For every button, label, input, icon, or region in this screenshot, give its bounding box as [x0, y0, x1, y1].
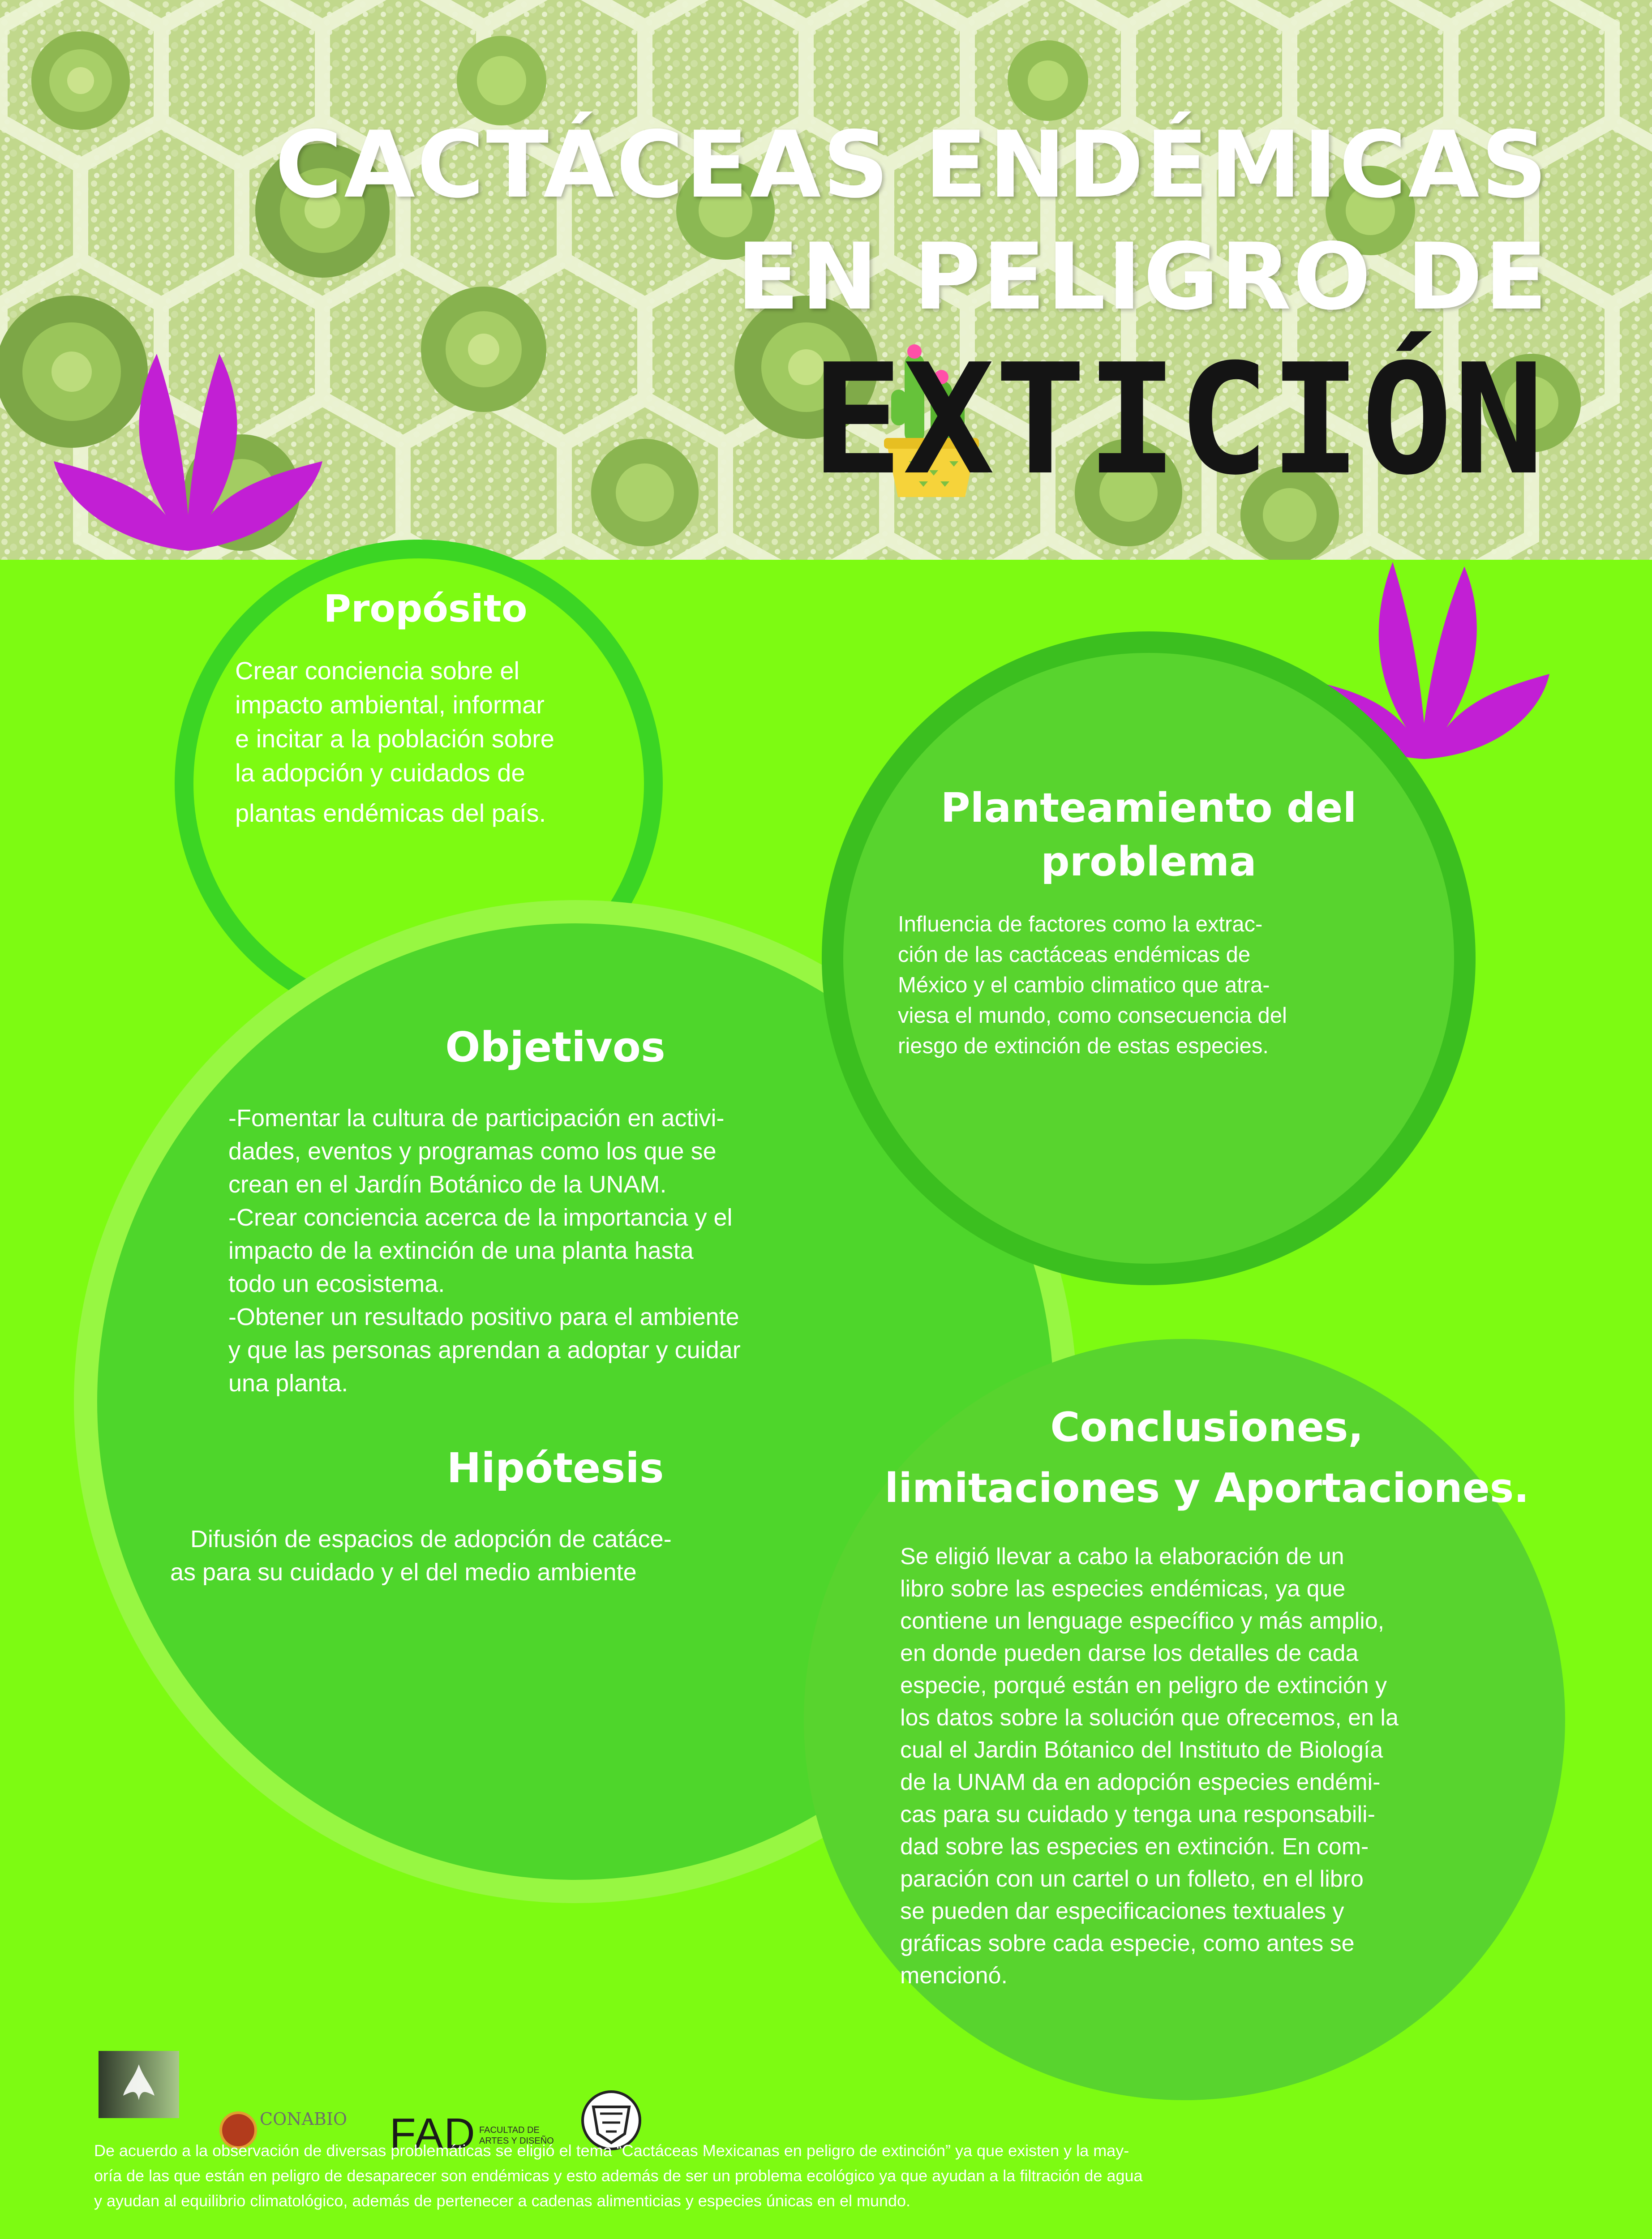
succulent-hex-background [0, 0, 1652, 560]
planteamiento-heading-line-1: Planteamiento del [940, 785, 1357, 832]
objetivos-line: impacto de la extinción de una planta ha… [228, 1237, 694, 1264]
conclusiones-line: en donde pueden darse los detalles de ca… [900, 1640, 1359, 1666]
conclusiones-line: mencionó. [900, 1963, 1008, 1989]
conclusiones-line: libro sobre las especies endémicas, ya q… [900, 1576, 1346, 1602]
hipotesis-line: Difusión de espacios de adopción de catá… [190, 1526, 672, 1553]
planteamiento-line: viesa el mundo, como consecuencia del [898, 1004, 1287, 1028]
conclusiones-line: dad sobre las especies en extinción. En … [900, 1834, 1369, 1860]
fad-logo-subtitle: FACULTAD DE ARTES Y DISEÑO [479, 2125, 554, 2146]
planteamiento-heading-line-2: problema [1041, 838, 1257, 885]
objetivos-line: una planta. [228, 1370, 348, 1397]
title-line-1: CACTÁCEAS ENDÉMICAS [275, 112, 1549, 219]
title-line-3: EXTICIÓN [811, 331, 1545, 509]
fad-subtitle-line-1: FACULTAD DE [479, 2125, 540, 2135]
conabio-logo-text: CONABIO [260, 2109, 348, 2129]
proposito-line: la adopción y cuidados de [235, 759, 525, 787]
magenta-flower-left [54, 354, 322, 551]
conclusiones-heading-line-2: limitaciones y Aportaciones. [884, 1465, 1529, 1512]
proposito-text: Crear conciencia sobre el impacto ambien… [235, 654, 602, 830]
title-line-2: EN PELIGRO DE [736, 224, 1549, 330]
objetivos-line: -Fomentar la cultura de participación en… [228, 1105, 725, 1132]
hipotesis-text: Difusión de espacios de adopción de catá… [170, 1523, 833, 1589]
objetivos-line: -Crear conciencia acerca de la importanc… [228, 1204, 733, 1231]
conclusiones-heading-line-1: Conclusiones, [1050, 1404, 1364, 1451]
footer-text: De acuerdo a la observación de diversas … [94, 2138, 1558, 2213]
fad-logo-text: FAD [390, 2110, 476, 2158]
objetivos-heading: Objetivos [445, 1023, 665, 1071]
fad-subtitle-line-2: ARTES Y DISEÑO [479, 2136, 554, 2146]
conclusiones-line: de la UNAM da en adopción especies endém… [900, 1769, 1381, 1795]
objetivos-line: y que las personas aprendan a adoptar y … [228, 1337, 741, 1364]
proposito-line: plantas endémicas del país. [235, 799, 546, 827]
jardin-botanico-logo [99, 2051, 179, 2118]
planteamiento-line: riesgo de extinción de estas especies. [898, 1034, 1269, 1058]
planteamiento-line: ción de las cactáceas endémicas de [898, 943, 1251, 967]
proposito-line: impacto ambiental, informar [235, 691, 545, 719]
conclusiones-line: cas para su cuidado y tenga una responsa… [900, 1801, 1375, 1827]
objetivos-line: crean en el Jardín Botánico de la UNAM. [228, 1171, 667, 1198]
conclusiones-text: Se eligió llevar a cabo la elaboración d… [900, 1540, 1491, 1992]
proposito-line: e incitar a la población sobre [235, 725, 554, 753]
objetivos-line: dades, eventos y programas como los que … [228, 1138, 717, 1165]
cactus-pot-icon [884, 344, 979, 497]
conclusiones-line: cual el Jardin Bótanico del Instituto de… [900, 1737, 1383, 1763]
objetivos-text: -Fomentar la cultura de participación en… [228, 1102, 891, 1400]
hipotesis-line: as para su cuidado y el del medio ambien… [170, 1559, 637, 1586]
objetivos-line: -Obtener un resultado positivo para el a… [228, 1304, 739, 1330]
footer-line: y ayudan al equilibrio climatológico, ad… [94, 2192, 911, 2210]
unam-seal-logo [581, 2090, 641, 2150]
footer-line: De acuerdo a la observación de diversas … [94, 2141, 1129, 2160]
conabio-logo-icon [219, 2111, 257, 2149]
conclusiones-line: especie, porqué están en peligro de exti… [900, 1673, 1387, 1699]
conclusiones-line: paración con un cartel o un folleto, en … [900, 1866, 1364, 1892]
conclusiones-line: gráficas sobre cada especie, como antes … [900, 1930, 1355, 1956]
proposito-line: Crear conciencia sobre el [235, 656, 519, 685]
conclusiones-heading: Conclusiones, limitaciones y Aportacione… [873, 1397, 1540, 1519]
conclusiones-circle [804, 1339, 1565, 2100]
proposito-heading: Propósito [323, 587, 528, 631]
planteamiento-text: Influencia de factores como la extrac- c… [898, 909, 1395, 1061]
hipotesis-heading: Hipótesis [446, 1444, 664, 1492]
footer-line: oría de las que están en peligro de desa… [94, 2166, 1143, 2185]
objetivos-line: todo un ecosistema. [228, 1270, 445, 1297]
header-photo: CACTÁCEAS ENDÉMICAS EN PELIGRO DE EXTICI… [0, 0, 1652, 560]
conclusiones-line: contiene un lenguage específico y más am… [900, 1608, 1385, 1634]
planteamiento-heading: Planteamiento del problema [869, 781, 1429, 889]
planteamiento-line: Influencia de factores como la extrac- [898, 912, 1263, 936]
planteamiento-line: México y el cambio climatico que atra- [898, 973, 1270, 997]
conclusiones-line: los datos sobre la solución que ofrecemo… [900, 1705, 1399, 1731]
conclusiones-line: se pueden dar especificaciones textuales… [900, 1898, 1344, 1924]
conclusiones-line: Se eligió llevar a cabo la elaboración d… [900, 1544, 1344, 1570]
